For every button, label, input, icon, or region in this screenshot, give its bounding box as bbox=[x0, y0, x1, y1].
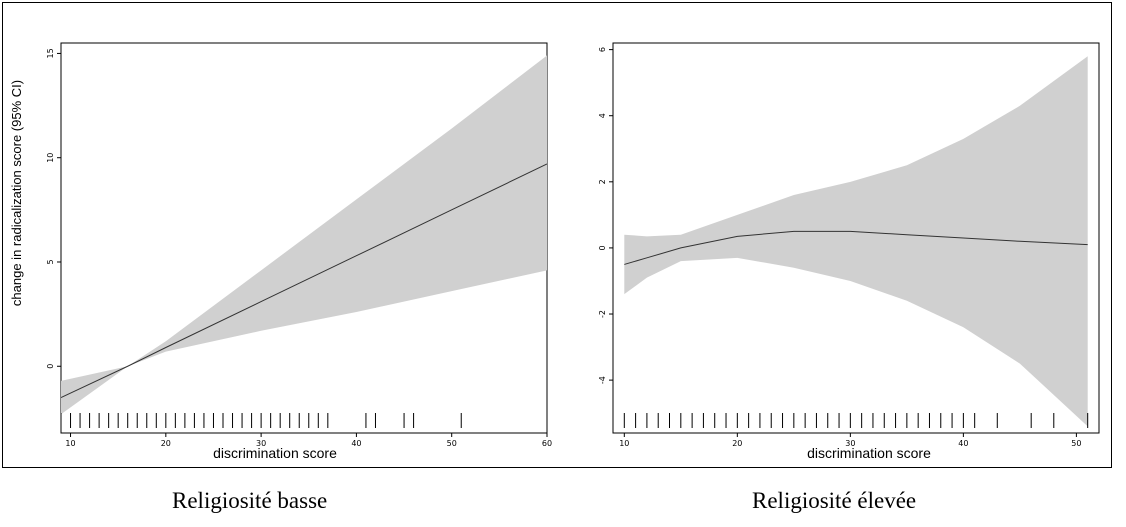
y-tick-label: 6 bbox=[598, 47, 607, 52]
x-tick-label: 20 bbox=[161, 439, 171, 448]
x-tick-label: 30 bbox=[845, 439, 855, 448]
y-tick-label: 4 bbox=[598, 113, 607, 118]
confidence-band bbox=[61, 55, 547, 415]
caption-right: Religiosité élevée bbox=[752, 488, 917, 513]
caption-left: Religiosité basse bbox=[172, 488, 328, 513]
y-tick-label: 5 bbox=[46, 259, 55, 264]
y-tick-label: -4 bbox=[598, 376, 607, 384]
y-tick-label: -2 bbox=[598, 310, 607, 318]
y-tick-label: 2 bbox=[598, 179, 607, 184]
y-tick-label: 15 bbox=[46, 48, 55, 58]
figure-frame: 10 20 30 40 50 60 0 5 10 15 discrimination score ch… bbox=[2, 2, 1112, 468]
y-tick-label: 0 bbox=[598, 245, 607, 250]
plot-frame bbox=[612, 42, 1100, 434]
confidence-band bbox=[624, 56, 1088, 427]
estimate-line bbox=[60, 163, 548, 398]
x-tick-label: 40 bbox=[958, 439, 968, 448]
x-tick-label: 50 bbox=[1071, 439, 1081, 448]
x-tick-label: 20 bbox=[732, 439, 742, 448]
estimate-line bbox=[624, 230, 1088, 265]
y-tick-label: 0 bbox=[46, 364, 55, 369]
x-tick-label: 10 bbox=[65, 439, 75, 448]
chart-panel-right: 10 20 30 40 50 -4 -2 0 2 4 6 discrimination score bbox=[598, 42, 1100, 461]
x-tick-label: 50 bbox=[447, 439, 457, 448]
x-axis-title: discrimination score bbox=[213, 445, 337, 461]
y-axis-title: change in radicalization score (95% CI) bbox=[9, 80, 24, 306]
x-tick-label: 10 bbox=[619, 439, 629, 448]
chart-panel-left: 10 20 30 40 50 60 0 5 10 15 discrimination score ch… bbox=[9, 42, 552, 461]
y-tick-label: 10 bbox=[46, 153, 55, 163]
x-axis-title: discrimination score bbox=[807, 445, 931, 461]
x-tick-label: 60 bbox=[542, 439, 552, 448]
x-tick-label: 40 bbox=[351, 439, 361, 448]
x-tick-label: 30 bbox=[256, 439, 266, 448]
